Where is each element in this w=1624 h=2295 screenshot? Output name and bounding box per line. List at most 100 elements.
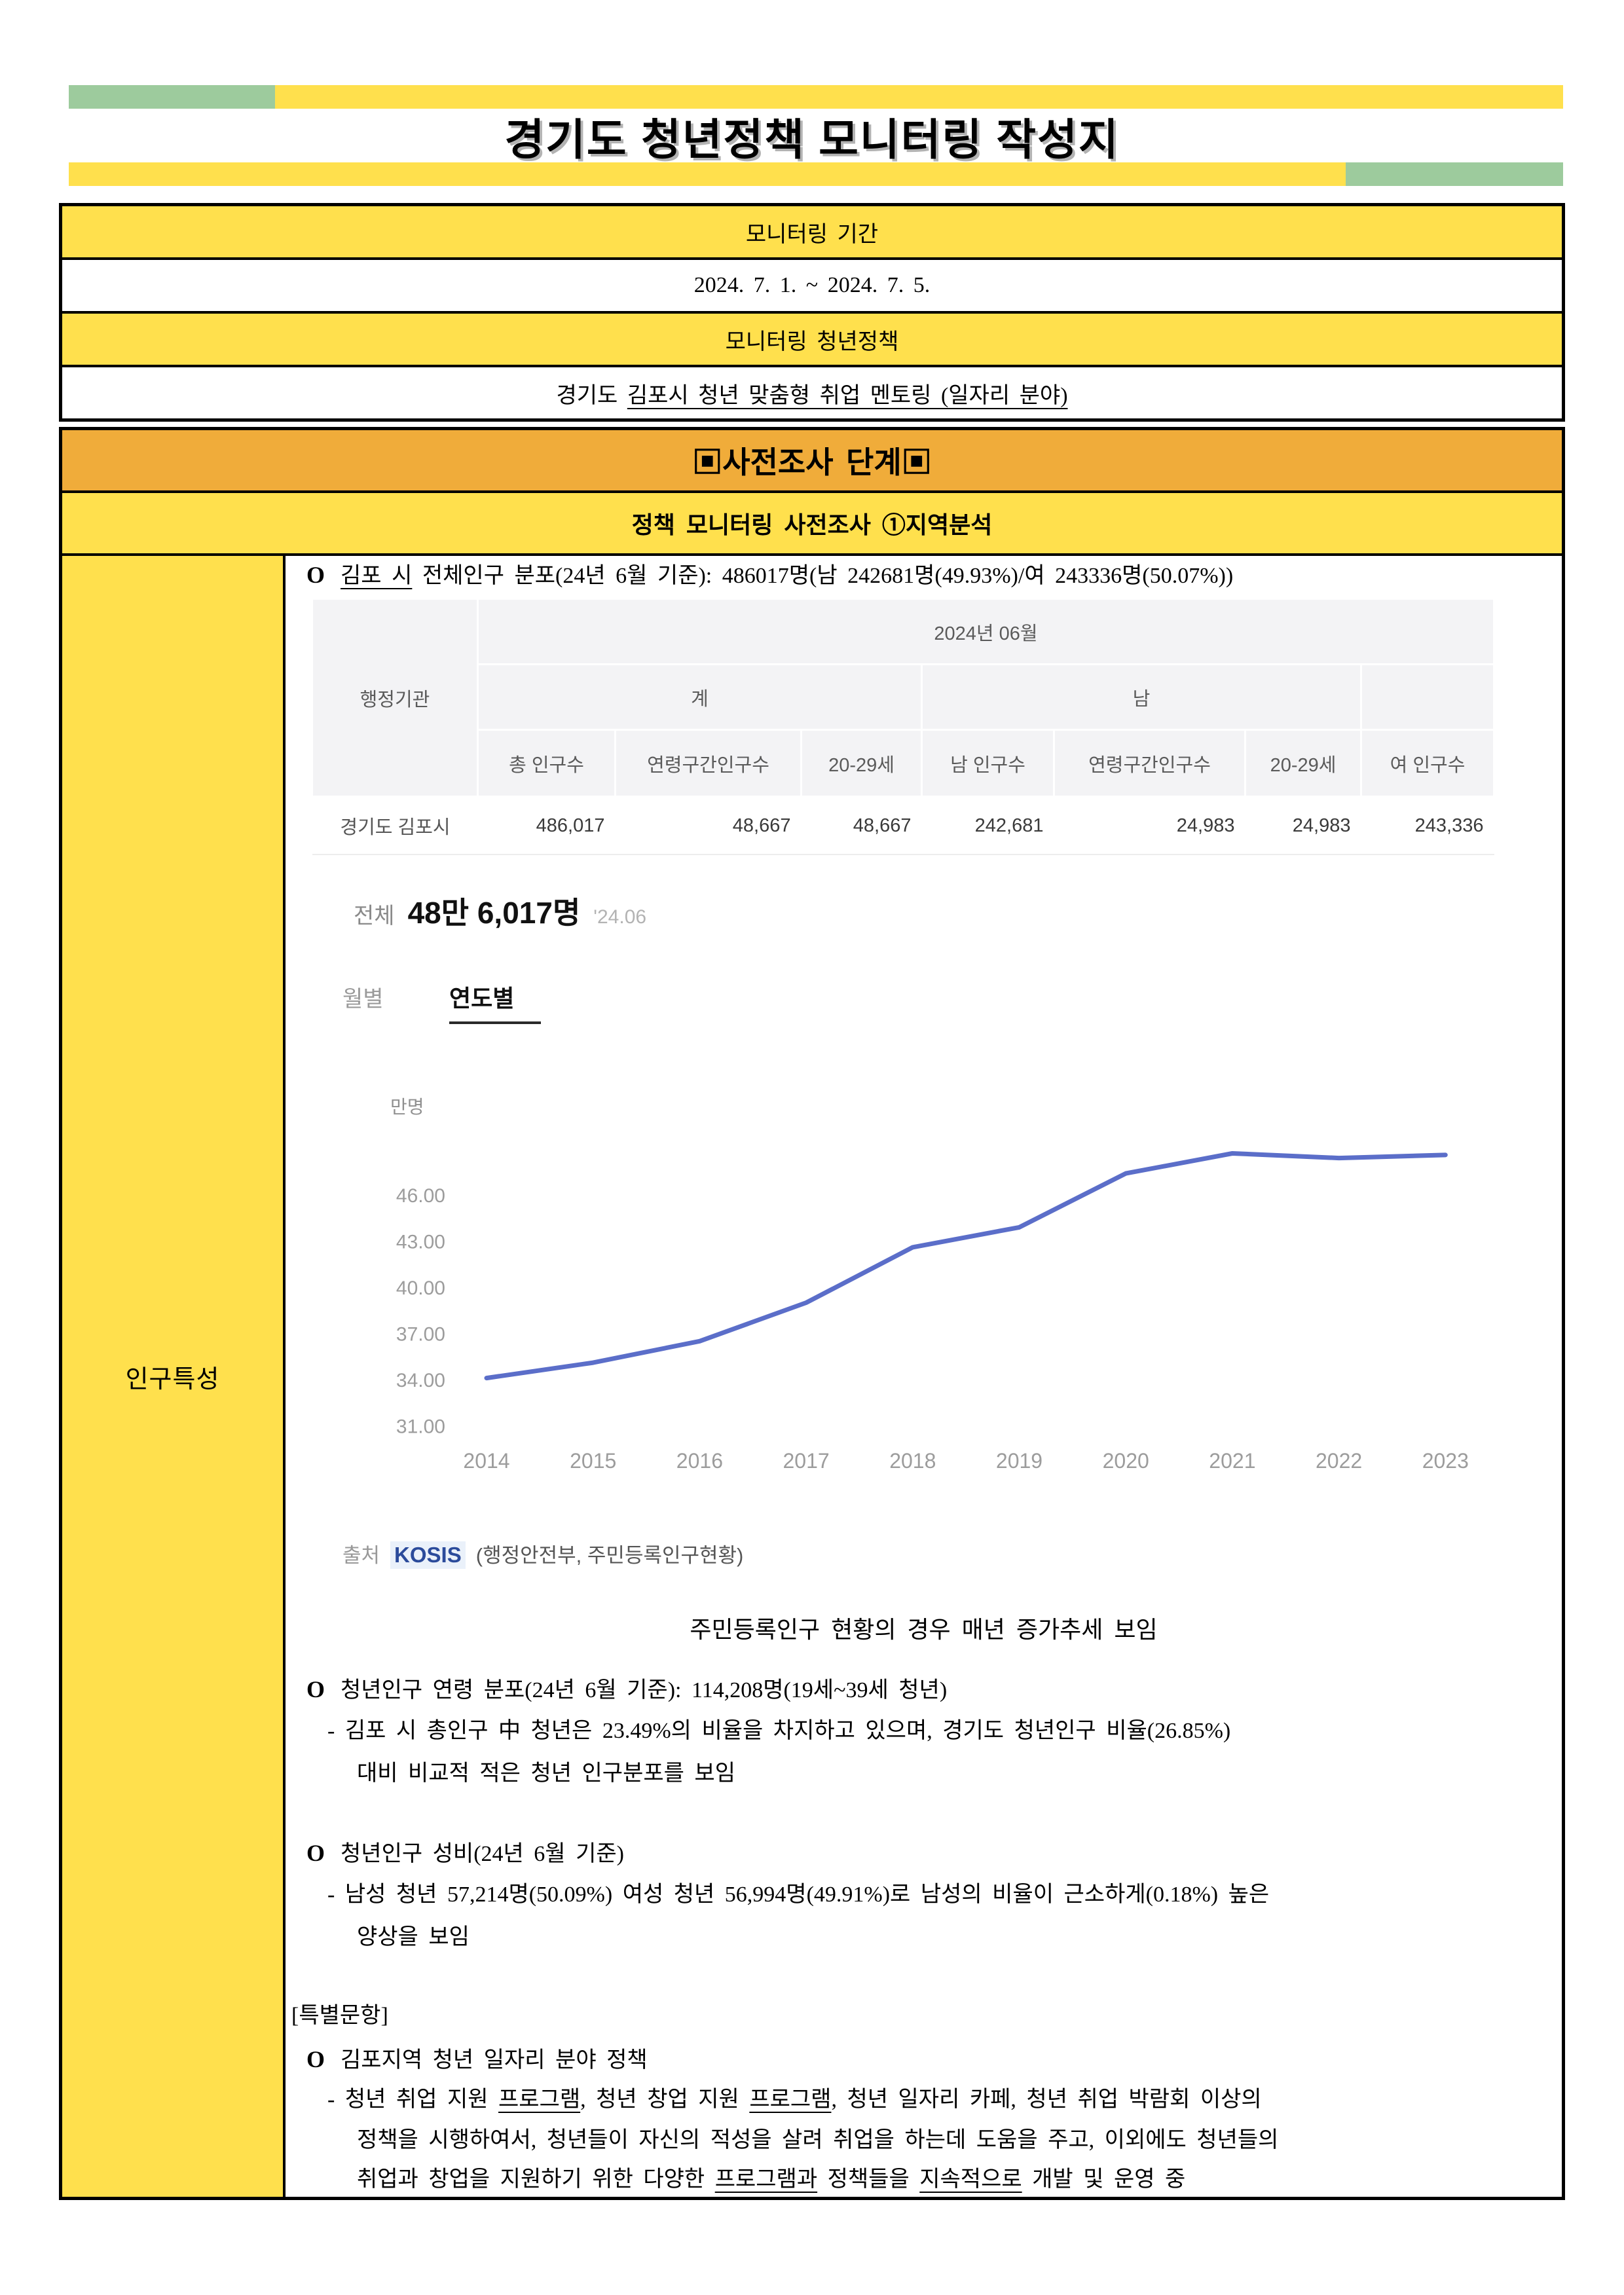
- special-question-label: [특별문항]: [291, 2004, 388, 2028]
- group-header-total: 계: [477, 663, 923, 731]
- total-population-text: 전체인구 분포(24년 6월 기준): 486017명(남 242681명(49…: [412, 564, 1234, 588]
- chart-label: 2016: [676, 1449, 723, 1473]
- trend-note: 주민등록인구 현황의 경우 매년 증가추세 보임: [690, 1617, 1158, 1643]
- value-female-pop: 243,336: [1361, 796, 1494, 855]
- text-part: , 청년 일자리 카페, 청년 취업 박람회 이상의: [831, 2087, 1262, 2112]
- value-male-20-29: 24,983: [1245, 796, 1361, 855]
- col-header-male-age-range: 연령구간인구수: [1053, 729, 1246, 798]
- chart-label: 2019: [996, 1449, 1043, 1473]
- population-summary: 전체 48만 6,017명 '24.06: [354, 889, 646, 932]
- top-accent-bar: [69, 85, 1563, 109]
- youth-sex-sub1: - 남성 청년 57,214명(50.09%) 여성 청년 56,994명(49…: [327, 1882, 1270, 1907]
- bottom-accent-bar: [69, 162, 1563, 186]
- active-tab-underline: [449, 1021, 541, 1024]
- monitoring-policy-value: 경기도 김포시 청년 맞춤형 취업 멘토링 (일자리 분야): [62, 365, 1562, 418]
- chart-source: 출처 KOSIS (행정안전부, 주민등록인구현황): [342, 1539, 743, 1569]
- youth-age-sub2: 대비 비교적 적은 청년 인구분포를 보임: [357, 1761, 735, 1786]
- policy-region: 경기도: [556, 383, 627, 408]
- chart-label: 2021: [1209, 1449, 1255, 1473]
- chart-label: 2017: [783, 1449, 830, 1473]
- value-20-29: 48,667: [801, 796, 922, 855]
- underlined-word: 프로그램과: [714, 2167, 818, 2192]
- text-part: 개발 및 운영 중: [1022, 2167, 1186, 2192]
- chart-label: 37.00: [396, 1324, 445, 1346]
- table-row: 경기도 김포시 486,017 48,667 48,667 242,681 24…: [312, 796, 1494, 855]
- page-title: 경기도 청년정책 모니터링 작성지: [504, 115, 1120, 164]
- special-sub1: - 청년 취업 지원 프로그램, 청년 창업 지원 프로그램, 청년 일자리 카…: [327, 2086, 1262, 2114]
- col-header-female-pop: 여 인구수: [1360, 729, 1495, 798]
- col-header-total-pop: 총 인구수: [477, 729, 616, 798]
- dash-marker: -: [327, 2087, 345, 2112]
- col-header-age-range: 연령구간인구수: [614, 729, 802, 798]
- monitoring-info-table: 모니터링 기간 2024. 7. 1. ~ 2024. 7. 5. 모니터링 청…: [59, 203, 1565, 422]
- chart-tabs: 월별 연도별: [342, 980, 514, 1014]
- top-accent-green-segment: [69, 85, 275, 109]
- city-name-underlined: 김포 시: [341, 564, 413, 588]
- youth-sex-text: 청년인구 성비(24년 6월 기준): [341, 1842, 624, 1866]
- top-accent-yellow-segment: [275, 85, 1563, 109]
- monitoring-policy-header: 모니터링 청년정책: [62, 311, 1562, 365]
- group-header-female: [1360, 663, 1495, 731]
- section-subheader: 정책 모니터링 사전조사 ①지역분석: [62, 493, 1562, 556]
- youth-sex-line: O 청년인구 성비(24년 6월 기준): [306, 1839, 624, 1869]
- value-male-pop: 242,681: [921, 796, 1054, 855]
- text-part: , 청년 창업 지원: [580, 2087, 750, 2112]
- population-trend-line: [484, 1151, 1448, 1381]
- analysis-content: O 김포 시 전체인구 분포(24년 6월 기준): 486017명(남 2426…: [286, 556, 1562, 2197]
- chart-label: 만명: [390, 1097, 424, 1117]
- bullet-marker: O: [306, 2046, 325, 2072]
- tab-monthly[interactable]: 월별: [342, 987, 384, 1012]
- monitoring-period-value: 2024. 7. 1. ~ 2024. 7. 5.: [62, 257, 1562, 311]
- summary-label: 전체: [354, 904, 395, 928]
- value-total-pop: 486,017: [477, 796, 616, 855]
- special-sub3: 취업과 창업을 지원하기 위한 다양한 프로그램과 정책들을 지속적으로 개발 …: [357, 2166, 1185, 2194]
- source-detail: (행정안전부, 주민등록인구현황): [475, 1544, 744, 1567]
- chart-label: 40.00: [396, 1277, 445, 1299]
- youth-age-line: O 청년인구 연령 분포(24년 6월 기준): 114,208명(19세~39세…: [306, 1675, 947, 1705]
- youth-age-text: 청년인구 연령 분포(24년 6월 기준): 114,208명(19세~39세 …: [341, 1678, 948, 1702]
- value-age-range: 48,667: [615, 796, 802, 855]
- population-stats-table: 행정기관 2024년 06월 계 남 총 인구수 연령구간인구수 20-29세 …: [311, 598, 1495, 855]
- youth-sex-sub2: 양상을 보임: [357, 1925, 470, 1949]
- underlined-word: 지속적으로: [919, 2167, 1022, 2192]
- col-header-org: 행정기관: [311, 598, 479, 798]
- col-header-month: 2024년 06월: [477, 598, 1495, 665]
- chart-label: 2015: [570, 1449, 616, 1473]
- col-header-male-20-29: 20-29세: [1244, 729, 1362, 798]
- policy-name-underlined: 김포시 청년 맞춤형 취업 멘토링 (일자리 분야): [627, 383, 1068, 408]
- value-male-age-range: 24,983: [1054, 796, 1246, 855]
- section-header: ▣사전조사 단계▣: [62, 430, 1562, 493]
- total-population-line: O 김포 시 전체인구 분포(24년 6월 기준): 486017명(남 2426…: [306, 560, 1233, 591]
- tab-yearly[interactable]: 연도별: [449, 985, 515, 1012]
- group-header-male: 남: [921, 663, 1362, 731]
- chart-label: 2022: [1316, 1449, 1362, 1473]
- monitoring-period-header: 모니터링 기간: [62, 206, 1562, 257]
- bottom-accent-green-segment: [1346, 162, 1563, 186]
- col-header-male-pop: 남 인구수: [921, 729, 1055, 798]
- text-part: 정책들을: [817, 2167, 920, 2192]
- underlined-word: 프로그램: [749, 2087, 832, 2112]
- pre-survey-section: ▣사전조사 단계▣ 정책 모니터링 사전조사 ①지역분석 인구특성 O 김포 시 …: [59, 427, 1565, 2200]
- chart-label: 2020: [1103, 1449, 1149, 1473]
- chart-label: 34.00: [396, 1370, 445, 1391]
- summary-date: '24.06: [593, 906, 647, 928]
- special-policy-text: 김포지역 청년 일자리 분야 정책: [341, 2048, 648, 2072]
- underlined-word: 프로그램: [498, 2087, 581, 2112]
- source-label: 출처: [342, 1544, 380, 1567]
- text-part: 청년 취업 지원: [344, 2087, 499, 2112]
- chart-label: 2023: [1422, 1449, 1469, 1473]
- bullet-marker: O: [306, 1840, 325, 1866]
- bullet-marker: O: [306, 562, 325, 588]
- chart-label: 2018: [889, 1449, 936, 1473]
- youth-age-sub1: - 김포 시 총인구 中 청년은 23.49%의 비율을 차지하고 있으며, 경…: [327, 1719, 1231, 1743]
- special-policy-line: O 김포지역 청년 일자리 분야 정책: [306, 2045, 648, 2075]
- population-line-chart: 만명 46.00 43.00 40.00 37.00 34.00 31.00 2014 2015…: [390, 1097, 1469, 1473]
- chart-label: 31.00: [396, 1416, 445, 1438]
- source-kosis-link[interactable]: KOSIS: [390, 1541, 466, 1569]
- chart-label: 46.00: [396, 1185, 445, 1207]
- special-sub2: 정책을 시행하여서, 청년들이 자신의 적성을 살려 취업을 하는데 도움을 주…: [357, 2128, 1279, 2152]
- bottom-accent-yellow-segment: [69, 162, 1346, 186]
- bullet-marker: O: [306, 1676, 325, 1702]
- section-body: 인구특성 O 김포 시 전체인구 분포(24년 6월 기준): 486017명(남…: [62, 556, 1562, 2197]
